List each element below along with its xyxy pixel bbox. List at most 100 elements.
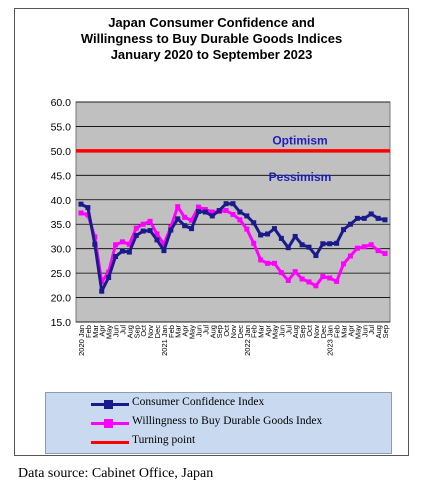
- data-point: [382, 217, 388, 223]
- x-tick-label: Dec: [319, 325, 328, 339]
- legend: Consumer Confidence Index Willingness to…: [45, 392, 392, 454]
- data-point: [258, 257, 264, 263]
- data-point: [133, 232, 139, 238]
- data-point: [175, 204, 181, 210]
- x-tick-label: Sep: [381, 325, 390, 338]
- data-point: [306, 279, 312, 285]
- x-tick-label: Oct: [222, 324, 231, 337]
- data-point: [278, 235, 284, 241]
- x-tick-label: Aug: [125, 325, 134, 338]
- data-point: [258, 232, 264, 238]
- x-tick-label: Apr: [346, 324, 355, 336]
- data-point: [113, 253, 119, 259]
- data-point: [292, 269, 298, 275]
- data-point: [189, 217, 195, 223]
- data-point: [251, 240, 257, 246]
- legend-swatch-turning-point: [91, 441, 129, 444]
- data-point: [147, 228, 153, 234]
- y-tick-label: 55.0: [51, 121, 72, 133]
- optimism-annotation: Optimism: [272, 134, 327, 148]
- x-tick-label: Mar: [91, 325, 100, 338]
- data-point: [292, 233, 298, 239]
- data-point: [347, 253, 353, 259]
- x-axis-ticks: 2020 JanFebMarAprMayJunJulAugSepOctNovDe…: [77, 324, 390, 356]
- x-tick-label: Jul: [201, 325, 210, 335]
- gridlines: [76, 101, 390, 323]
- x-tick-label: 2020 Jan: [77, 325, 86, 356]
- data-point: [189, 226, 195, 232]
- data-point: [113, 242, 119, 248]
- x-tick-label: 2021 Jan: [160, 325, 169, 356]
- data-point: [327, 275, 333, 281]
- data-point: [230, 201, 236, 207]
- y-tick-label: 15.0: [51, 317, 72, 329]
- data-point: [382, 251, 388, 257]
- x-tick-label: Oct: [305, 324, 314, 337]
- x-tick-label: Nov: [229, 325, 238, 339]
- data-point: [126, 241, 132, 247]
- x-tick-label: Sep: [215, 325, 224, 338]
- data-point: [106, 269, 112, 275]
- x-tick-label: Dec: [236, 325, 245, 339]
- chart-title-line-1: Japan Consumer Confidence and: [108, 15, 315, 30]
- y-tick-label: 20.0: [51, 293, 72, 305]
- chart-frame: Japan Consumer Confidence and Willingnes…: [14, 8, 409, 456]
- x-tick-label: Nov: [146, 325, 155, 339]
- data-point: [230, 211, 236, 217]
- data-point: [278, 270, 284, 276]
- x-tick-label: Dec: [153, 325, 162, 339]
- legend-item-consumer-confidence: Consumer Confidence Index: [46, 395, 391, 413]
- data-point: [140, 221, 146, 227]
- data-point: [126, 249, 132, 255]
- x-tick-label: May: [270, 325, 279, 339]
- x-tick-label: 2023 Jan: [326, 325, 335, 356]
- data-point: [341, 261, 347, 267]
- data-point: [265, 231, 271, 237]
- y-axis-ticks: 60.0 55.0 50.0 45.0 40.0 35.0 30.0 25.0 20.0 15.0: [51, 97, 72, 329]
- data-point: [368, 211, 374, 217]
- x-tick-label: Apr: [264, 324, 273, 336]
- x-tick-label: Aug: [208, 325, 217, 338]
- data-point: [299, 242, 305, 248]
- data-point: [334, 278, 340, 284]
- x-tick-label: 2022 Jan: [243, 325, 252, 356]
- x-tick-label: Jun: [360, 325, 369, 337]
- x-tick-label: Oct: [139, 324, 148, 337]
- x-tick-label: Sep: [132, 325, 141, 338]
- x-tick-label: Jun: [277, 325, 286, 337]
- x-tick-label: Aug: [374, 325, 383, 338]
- x-tick-label: Jul: [118, 325, 127, 335]
- data-point: [154, 237, 160, 243]
- data-point: [154, 231, 160, 237]
- data-point: [106, 275, 112, 281]
- data-point: [285, 245, 291, 251]
- data-point: [285, 277, 291, 283]
- data-point: [99, 288, 105, 294]
- data-point: [85, 205, 91, 211]
- data-point: [347, 221, 353, 227]
- data-point: [195, 204, 201, 210]
- data-point: [244, 226, 250, 232]
- y-tick-label: 30.0: [51, 244, 72, 256]
- x-tick-label: Mar: [257, 325, 266, 338]
- data-point: [341, 227, 347, 233]
- data-point: [354, 245, 360, 251]
- legend-label-turning-point: Turning point: [132, 434, 196, 446]
- data-point: [140, 228, 146, 234]
- data-point: [161, 248, 167, 254]
- x-tick-label: Feb: [167, 325, 176, 338]
- data-point: [244, 213, 250, 219]
- data-point: [168, 224, 174, 230]
- data-point: [320, 241, 326, 247]
- data-point: [119, 248, 125, 254]
- x-tick-label: Mar: [340, 325, 349, 338]
- legend-item-durable-goods: Willingness to Buy Durable Goods Index: [46, 414, 391, 432]
- x-tick-label: May: [105, 325, 114, 339]
- data-point: [327, 241, 333, 247]
- data-point: [147, 218, 153, 224]
- pessimism-annotation: Pessimism: [269, 170, 332, 184]
- data-point: [271, 226, 277, 232]
- data-point: [237, 209, 243, 215]
- data-point: [202, 209, 208, 215]
- line-chart: 60.0 55.0 50.0 45.0 40.0 35.0 30.0 25.0 20.0 15.0…: [51, 97, 391, 356]
